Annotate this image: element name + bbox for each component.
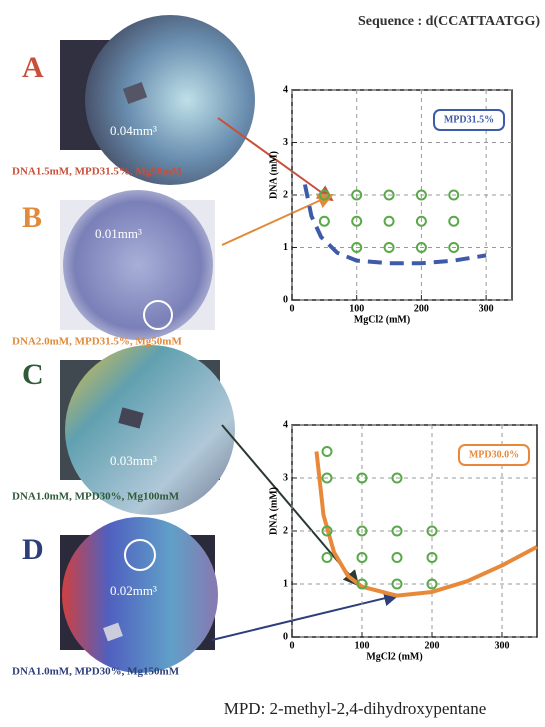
y-tick-label: 1 [283, 578, 288, 589]
y-tick-label: 2 [283, 525, 288, 536]
x-tick-label: 100 [349, 303, 364, 314]
data-point [449, 217, 458, 226]
panel-label: A [22, 51, 44, 84]
photo-b [60, 190, 215, 340]
x-tick-label: 300 [495, 640, 510, 651]
data-point [323, 447, 332, 456]
y-tick-label: 2 [283, 189, 288, 200]
legend-entry: MPD30.0% [469, 449, 519, 460]
x-tick-label: 0 [290, 303, 295, 314]
y-tick-label: 1 [283, 242, 288, 253]
data-point [320, 217, 329, 226]
x-axis-label: MgCl2 (mM) [354, 314, 410, 325]
x-tick-label: 200 [425, 640, 440, 651]
crystal-volume: 0.04mm³ [110, 123, 157, 138]
y-axis-label: DNA (mM) [268, 151, 279, 199]
x-tick-label: 100 [355, 640, 370, 651]
crystal-volume: 0.01mm³ [95, 226, 142, 241]
x-axis-label: MgCl2 (mM) [366, 651, 422, 662]
crystal-volume: 0.03mm³ [110, 453, 157, 468]
panel-label: C [22, 358, 44, 391]
panel-caption: DNA2.0mM, MPD31.5%, Mg50mM [12, 336, 182, 348]
y-axis-label: DNA (mM) [268, 487, 279, 535]
photo-c [60, 345, 235, 515]
data-point [385, 217, 394, 226]
panel-caption: DNA1.0mM, MPD30%, Mg100mM [12, 491, 180, 503]
panel-caption: DNA1.0mM, MPD30%, Mg150mM [12, 666, 180, 678]
arrow [212, 595, 398, 640]
sequence: Sequence : d(CCATTAATGG) [358, 14, 540, 29]
footnote: MPD: 2-methyl-2,4-dihydroxypentane [224, 699, 487, 718]
y-tick-label: 4 [283, 419, 288, 430]
y-tick-label: 0 [283, 631, 288, 642]
x-tick-label: 300 [479, 303, 494, 314]
x-tick-label: 200 [414, 303, 429, 314]
y-tick-label: 3 [283, 137, 288, 148]
panel-caption: DNA1.5mM, MPD31.5%, Mg50mM [12, 166, 182, 178]
legend-entry: MPD31.5% [444, 114, 494, 125]
data-point [393, 553, 402, 562]
x-tick-label: 0 [290, 640, 295, 651]
data-point [323, 553, 332, 562]
photo-a [60, 15, 255, 185]
y-tick-label: 0 [283, 294, 288, 305]
arrow [222, 195, 332, 245]
y-tick-label: 3 [283, 472, 288, 483]
panel-label: B [22, 201, 42, 234]
panel-label: D [22, 533, 44, 566]
crystal-volume: 0.02mm³ [110, 583, 157, 598]
y-tick-label: 4 [283, 84, 288, 95]
figure: Sequence : d(CCATTAATGG) MPD: 2-methyl-2… [0, 0, 545, 727]
